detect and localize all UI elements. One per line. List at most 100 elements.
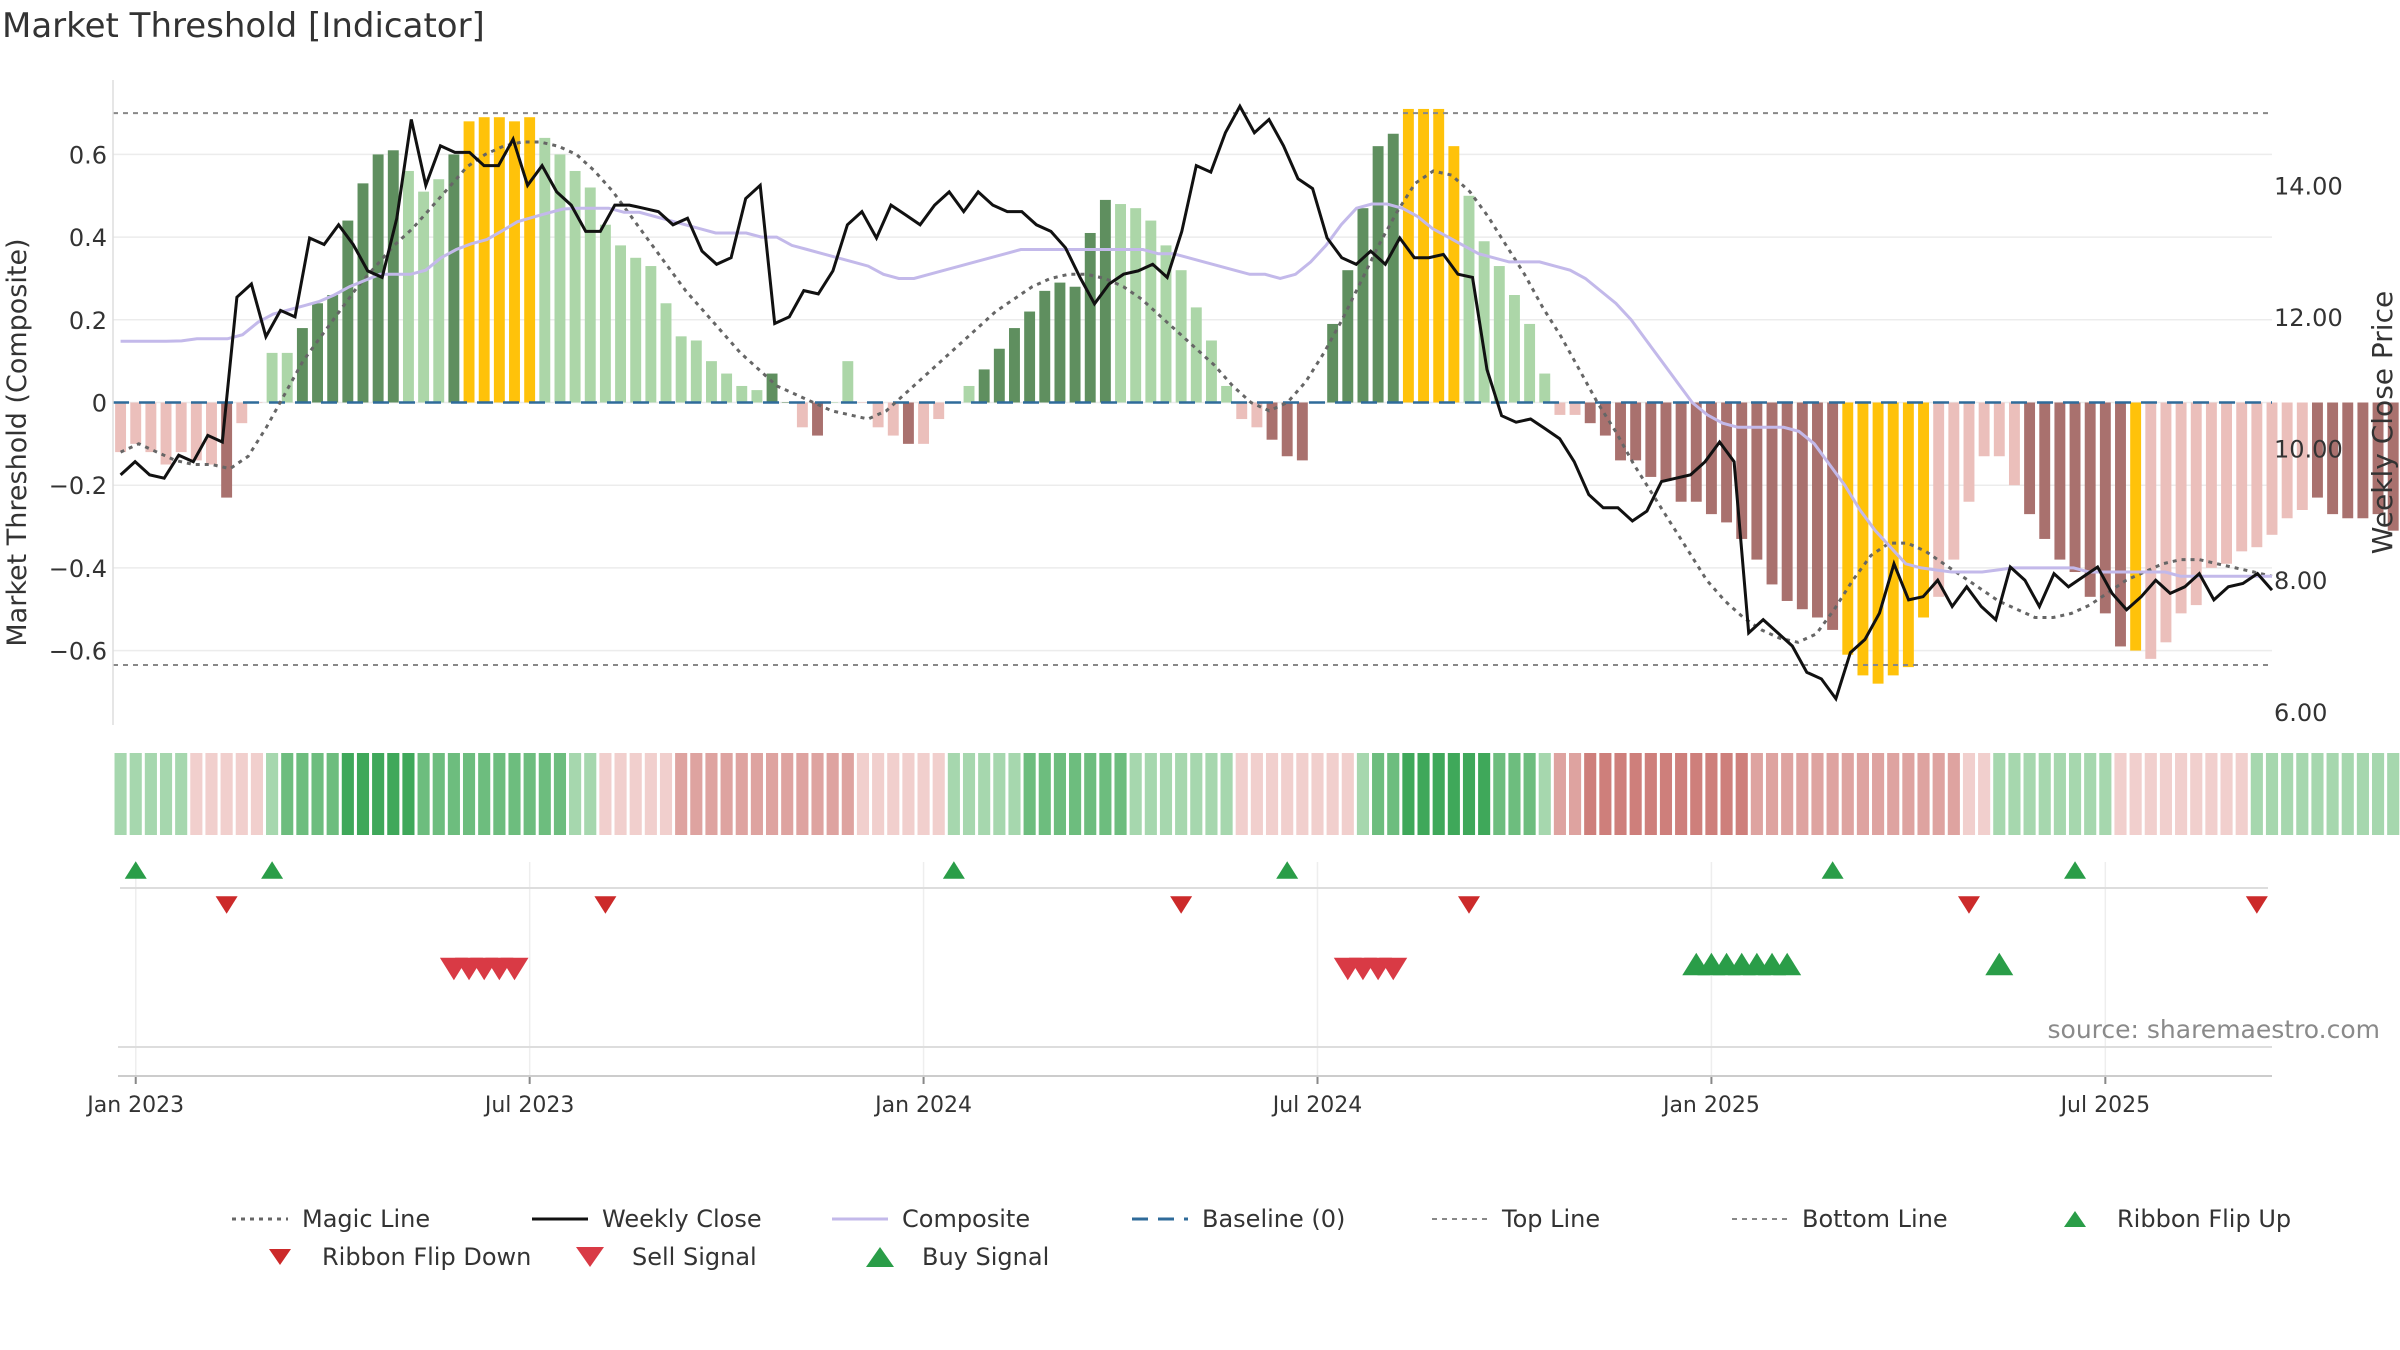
ribbon-flip-up-marker — [1821, 861, 1844, 879]
ribbon-cell — [1462, 753, 1476, 835]
composite-bar — [524, 117, 536, 403]
buy-signal-marker — [1985, 952, 2014, 976]
ribbon-cell — [175, 753, 188, 835]
ribbon-cell — [2281, 753, 2294, 835]
legend-label: Ribbon Flip Down — [322, 1243, 532, 1271]
ribbon-cell — [1750, 753, 1763, 835]
ribbon-cell — [1523, 753, 1536, 835]
composite-bar — [1009, 328, 1020, 403]
composite-bar — [1705, 402, 1717, 515]
ribbon-cell — [2190, 753, 2203, 835]
composite-bar — [2039, 402, 2051, 539]
composite-bar — [827, 402, 839, 403]
ribbon-cell — [1720, 753, 1733, 835]
legend-label: Buy Signal — [922, 1243, 1050, 1271]
composite-bar — [2372, 402, 2384, 515]
ribbon-cell — [1250, 753, 1263, 835]
composite-bar — [493, 117, 505, 403]
ribbon-cell — [417, 753, 430, 835]
composite-bar — [1902, 402, 1914, 668]
ribbon-cell — [629, 753, 642, 835]
ribbon-flip-down-marker — [1957, 896, 1980, 914]
composite-bar — [2190, 402, 2202, 606]
ribbon-cell — [2053, 753, 2066, 835]
ribbon-flip-down-marker — [1170, 896, 1193, 914]
ribbon-cell — [2099, 753, 2112, 835]
composite-bar — [1084, 232, 1096, 403]
composite-bar — [130, 402, 142, 444]
composite-bar — [1372, 146, 1384, 403]
ribbon-cell — [1690, 753, 1703, 835]
composite-bar — [1205, 340, 1217, 403]
composite-bar — [2327, 402, 2339, 515]
ribbon-cell — [1023, 753, 1036, 835]
ribbon-cell — [659, 753, 673, 835]
composite-bar — [1463, 195, 1475, 403]
ribbon-cell — [978, 753, 991, 835]
ribbon-cell — [372, 753, 385, 835]
ribbon-cell — [432, 753, 445, 835]
composite-bar — [1721, 402, 1733, 523]
composite-bar — [402, 170, 414, 403]
ribbon-cell — [2175, 753, 2188, 835]
ribbon-cell — [296, 753, 309, 835]
ribbon-cell — [1372, 753, 1385, 835]
ribbon-cell — [1629, 753, 1642, 835]
composite-bar — [327, 295, 339, 403]
ribbon-cell — [553, 753, 567, 835]
composite-bar — [342, 220, 354, 403]
ribbon-cell — [902, 753, 915, 835]
composite-bar — [206, 402, 217, 465]
composite-bar — [1251, 402, 1263, 428]
composite-bar — [478, 117, 490, 403]
sell-signal-marker — [1379, 957, 1408, 981]
ribbon-cell — [2068, 753, 2082, 835]
composite-bar — [812, 402, 823, 436]
ribbon-cell — [750, 753, 763, 835]
ribbon-cell — [675, 753, 688, 835]
ribbon-cell — [1902, 753, 1915, 835]
composite-bar — [857, 402, 869, 403]
composite-bar — [2175, 402, 2187, 614]
composite-bar — [2145, 402, 2157, 659]
ribbon-cell — [1220, 753, 1233, 835]
composite-bar — [357, 183, 369, 403]
ribbon-cell — [2341, 753, 2354, 835]
composite-bar — [1387, 133, 1399, 403]
ribbon-cell — [1993, 753, 2006, 835]
composite-bar — [221, 402, 233, 498]
ribbon-cell — [387, 753, 400, 835]
ribbon-cell — [356, 753, 370, 835]
ribbon-cell — [2371, 753, 2385, 835]
legend-label: Sell Signal — [632, 1243, 757, 1271]
legend-swatch — [1132, 1217, 1188, 1221]
composite-bar — [2054, 402, 2066, 560]
composite-bar — [978, 369, 990, 403]
legend-label: Composite — [902, 1205, 1031, 1233]
legend-item: Top Line — [1430, 1205, 1600, 1233]
ribbon-cell — [720, 753, 733, 835]
composite-bar — [266, 352, 278, 403]
ribbon-cell — [402, 753, 415, 835]
ribbon-cell — [1796, 753, 1809, 835]
composite-bar — [933, 402, 945, 420]
ribbon-cell — [1099, 753, 1112, 835]
composite-bar — [2266, 402, 2278, 535]
ribbon-cell — [690, 753, 703, 835]
ribbon-cell — [2265, 753, 2279, 835]
sell-signal-marker — [500, 957, 529, 981]
left-tick-label: 0.2 — [69, 307, 107, 335]
legend-item: Buy Signal — [850, 1243, 1049, 1271]
left-tick-label: 0 — [92, 390, 107, 418]
ribbon-cell — [1053, 753, 1066, 835]
ribbon-cell — [1144, 753, 1157, 835]
legend-swatch — [2064, 1211, 2086, 1227]
right-tick-label: 14.00 — [2274, 172, 2343, 200]
ribbon-cell — [281, 753, 294, 835]
ribbon-cell — [1084, 753, 1097, 835]
ribbon-cell — [1962, 753, 1976, 835]
composite-bar — [312, 303, 323, 403]
composite-bar — [2115, 402, 2126, 647]
ribbon-cell — [266, 753, 279, 835]
ribbon-cell — [1447, 753, 1460, 835]
